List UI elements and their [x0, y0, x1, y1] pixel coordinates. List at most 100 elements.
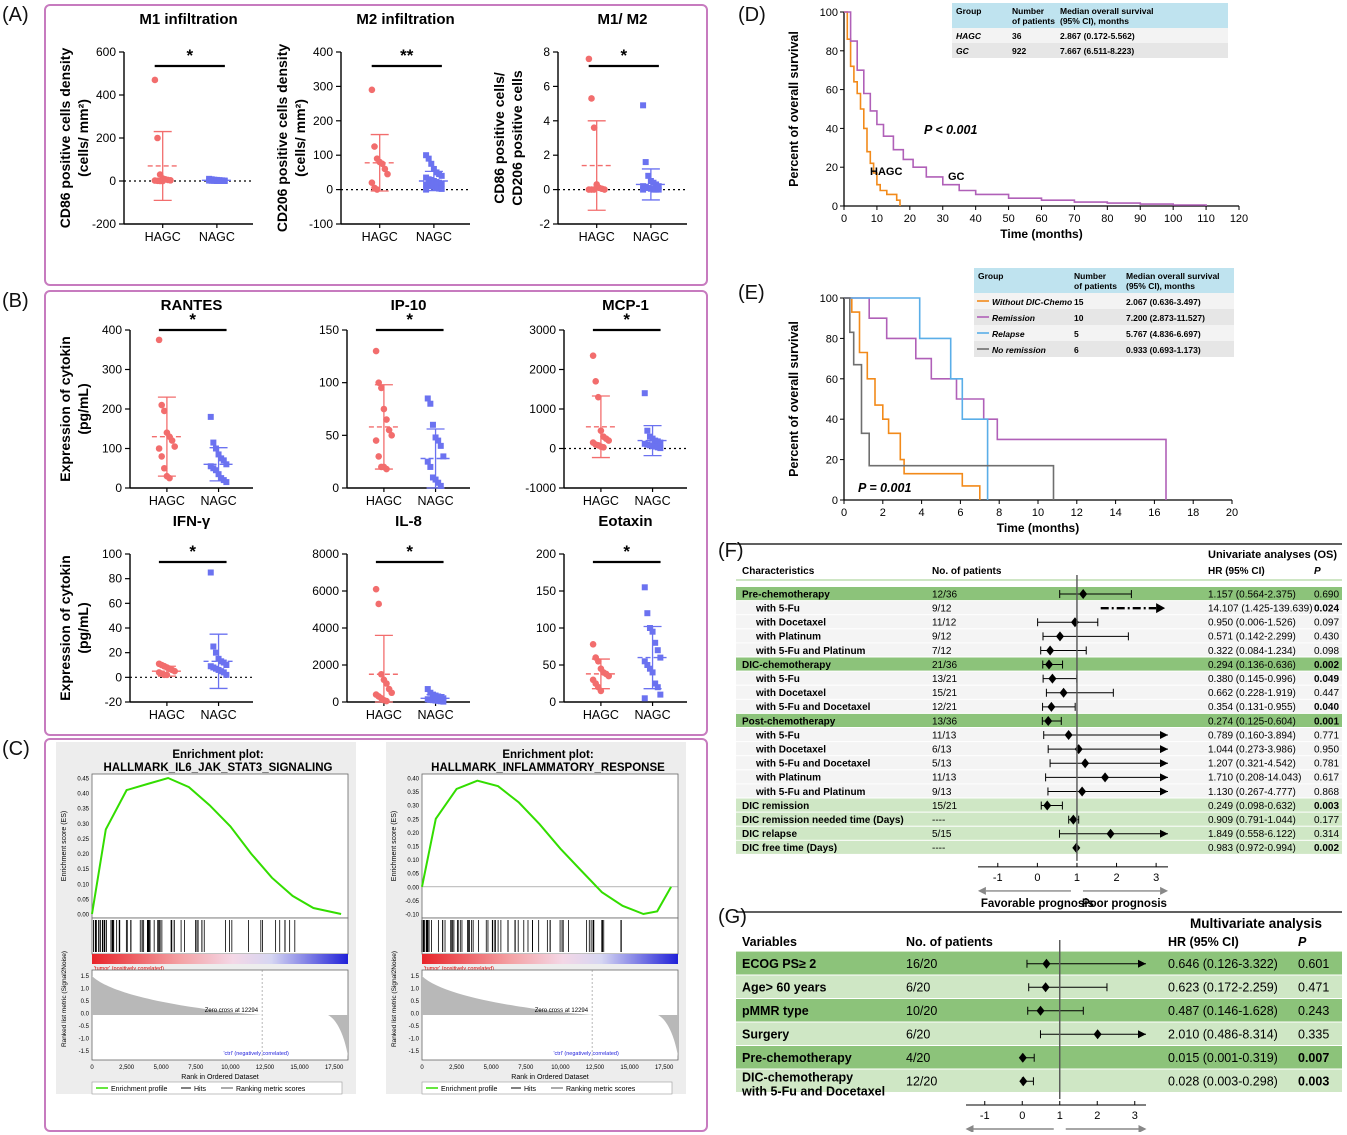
- p-value: 0.243: [1298, 1004, 1329, 1018]
- data-point: [371, 143, 378, 150]
- data-point: [640, 186, 647, 193]
- table-cell: 6: [1074, 345, 1079, 355]
- panel-label-f: (F): [718, 540, 744, 562]
- x-tick-label: 10,000: [221, 1065, 240, 1071]
- hr-value: 0.274 (0.125-0.604): [1208, 716, 1296, 727]
- ci-arrow: [1138, 959, 1146, 968]
- y-tick-label: 100: [102, 547, 122, 561]
- y-tick-label: 0: [332, 695, 339, 709]
- category-label: NAGC: [200, 708, 236, 722]
- data-point: [657, 654, 664, 661]
- table-header: Group: [956, 6, 982, 16]
- data-point: [212, 649, 219, 656]
- table-header-bg: [974, 268, 1234, 293]
- survival-curve: [844, 11, 901, 206]
- hr-marker: [1046, 645, 1055, 656]
- p-value: 0.097: [1314, 618, 1339, 629]
- y-tick-label: -1000: [525, 481, 556, 495]
- chart-title: RANTES: [161, 297, 223, 314]
- hr-value: 0.623 (0.172-2.259): [1168, 980, 1278, 994]
- y-tick-label: 0.45: [77, 777, 89, 783]
- x-tick-label: 17,500: [655, 1065, 674, 1071]
- y-tick-label: 600: [96, 45, 116, 59]
- x-tick-label: 15,000: [290, 1065, 309, 1071]
- y-tick-label: 8: [543, 45, 550, 59]
- panel-label-c: (C): [2, 738, 30, 760]
- survival-curve: [844, 297, 1055, 500]
- y-tick-label: 0.00: [77, 913, 89, 919]
- table-row-bg: [736, 742, 1342, 756]
- data-point: [381, 165, 389, 173]
- y-tick-label: 200: [96, 131, 116, 145]
- chart-ip10: IP-10 0 50 100 150 HAGC NAGC *: [319, 297, 470, 508]
- y-tick-label: 2: [543, 148, 550, 162]
- metric-axis-label: Ranked list metric (Signal2Noise): [61, 951, 68, 1047]
- positive-label: 'tumor' (positively correlated): [94, 966, 164, 972]
- y-tick-label: 0.40: [77, 792, 89, 798]
- table-row-bg: [736, 826, 1342, 840]
- data-point: [372, 347, 380, 355]
- hr-value: 1.157 (0.564-2.375): [1208, 589, 1296, 600]
- data-point: [167, 177, 174, 184]
- y-tick-label: 40: [826, 414, 838, 426]
- poor-arrowhead: [1138, 1125, 1147, 1132]
- data-point: [641, 658, 648, 665]
- hr-marker: [1047, 701, 1056, 712]
- y-axis-label: (cells/ mm²): [292, 99, 308, 177]
- hr-marker: [1106, 828, 1115, 839]
- data-point: [657, 439, 664, 446]
- hr-marker: [1043, 800, 1052, 811]
- row-label: with 5-Fu and Platinum: [755, 787, 866, 798]
- x-tick-label: 3: [1153, 872, 1159, 884]
- zero-cross-label: Zero cross at 12294: [535, 1008, 589, 1014]
- hr-value: 0.646 (0.126-3.322): [1168, 957, 1278, 971]
- y-tick-label: 20: [109, 646, 123, 660]
- category-label: NAGC: [634, 708, 670, 722]
- series-label-hagc: HAGC: [870, 166, 902, 178]
- hr-value: 2.010 (0.486-8.314): [1168, 1027, 1278, 1041]
- chart-rantes: RANTES 0 100 200 300 400 Expression of cytokin…: [57, 297, 253, 508]
- data-point: [428, 160, 435, 167]
- x-tick-label: 30: [937, 213, 949, 225]
- hr-marker: [1074, 744, 1083, 755]
- data-point: [207, 569, 214, 576]
- x-tick-label: 10: [1032, 507, 1044, 519]
- data-point: [652, 639, 659, 646]
- x-tick-label: 100: [1164, 213, 1182, 225]
- table-header: of patients: [1012, 16, 1055, 26]
- patient-count: 9/12: [932, 632, 952, 643]
- data-point: [223, 662, 230, 668]
- table-cell: HAGC: [956, 31, 982, 41]
- y-tick-label: 3000: [529, 323, 556, 337]
- category-label: NAGC: [633, 230, 669, 244]
- x-tick-label: 2: [1113, 872, 1119, 884]
- data-point: [590, 124, 598, 131]
- y-axis-label: Percent of overall survival: [787, 31, 801, 187]
- data-point: [655, 183, 662, 190]
- x-tick-label: 5,000: [484, 1065, 500, 1071]
- data-point: [585, 55, 593, 63]
- y-tick-label: 100: [102, 442, 122, 456]
- category-label: NAGC: [417, 708, 453, 722]
- category-label: HAGC: [366, 708, 402, 722]
- table-header: of patients: [1074, 281, 1117, 291]
- table-row-bg: [736, 1069, 1342, 1092]
- zero-cross-label: Zero cross at 12294: [205, 1008, 259, 1014]
- y-tick-label: -20: [105, 695, 123, 709]
- p-value-annotation: P = 0.001: [858, 481, 911, 495]
- ci-arrow: [1160, 759, 1168, 768]
- hr-marker: [1081, 758, 1090, 769]
- p-value: 0.868: [1314, 787, 1339, 798]
- data-point: [423, 186, 430, 193]
- x-tick-label: 40: [970, 213, 982, 225]
- x-tick-label: 110: [1197, 213, 1215, 225]
- y-tick-label: 400: [313, 45, 333, 59]
- hr-value: 1.710 (0.208-14.043): [1208, 773, 1301, 784]
- x-axis-label: Time (months): [1000, 227, 1082, 241]
- data-point: [161, 464, 168, 472]
- hr-value: 0.662 (0.228-1.919): [1208, 688, 1296, 699]
- forest-plot-univariate: Univariate analyses (OS) Characteristics N…: [736, 543, 1342, 910]
- data-point: [589, 640, 597, 648]
- hr-marker: [1079, 589, 1088, 600]
- panel-label-a: (A): [2, 4, 29, 26]
